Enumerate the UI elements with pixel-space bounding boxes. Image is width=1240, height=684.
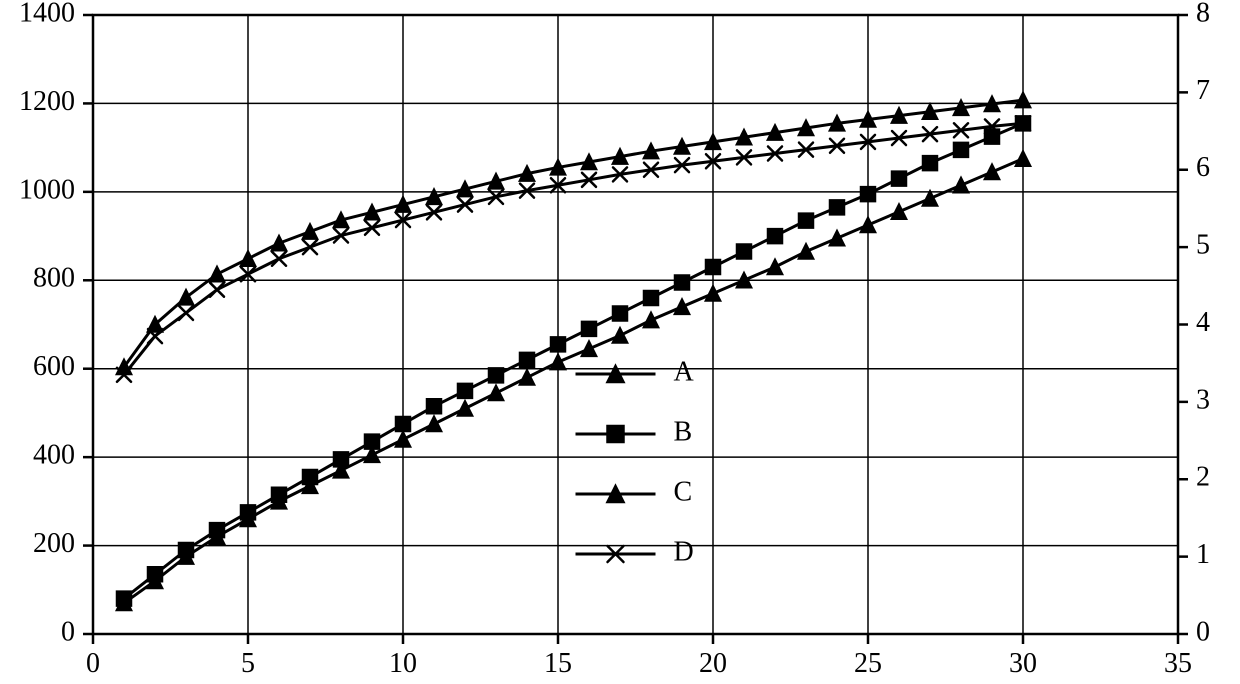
y-left-tick-label: 400 bbox=[33, 440, 75, 471]
x-tick-label: 0 bbox=[86, 648, 100, 679]
y-right-tick-label: 1 bbox=[1196, 539, 1210, 570]
line-chart: 0510152025303502004006008001000120014000… bbox=[0, 0, 1240, 684]
y-right-tick-label: 5 bbox=[1196, 230, 1210, 261]
y-right-tick-label: 8 bbox=[1196, 0, 1210, 28]
x-tick-label: 15 bbox=[544, 648, 572, 679]
y-left-tick-label: 1200 bbox=[19, 86, 75, 117]
legend-label-C: C bbox=[674, 476, 693, 507]
legend-label-D: D bbox=[674, 536, 694, 567]
y-right-tick-label: 3 bbox=[1196, 384, 1210, 415]
y-right-tick-label: 6 bbox=[1196, 152, 1210, 183]
y-left-tick-label: 1400 bbox=[19, 0, 75, 28]
legend-label-B: B bbox=[674, 416, 693, 447]
x-tick-label: 10 bbox=[389, 648, 417, 679]
legend-label-A: A bbox=[674, 356, 695, 387]
x-tick-label: 35 bbox=[1164, 648, 1192, 679]
x-tick-label: 5 bbox=[241, 648, 255, 679]
y-right-tick-label: 4 bbox=[1196, 307, 1210, 338]
y-right-tick-label: 2 bbox=[1196, 462, 1210, 493]
y-left-tick-label: 800 bbox=[33, 263, 75, 294]
y-left-tick-label: 0 bbox=[61, 616, 75, 647]
y-right-tick-label: 0 bbox=[1196, 616, 1210, 647]
y-left-tick-label: 200 bbox=[33, 528, 75, 559]
y-right-tick-label: 7 bbox=[1196, 75, 1210, 106]
x-tick-label: 25 bbox=[854, 648, 882, 679]
y-left-tick-label: 1000 bbox=[19, 174, 75, 205]
y-left-tick-label: 600 bbox=[33, 351, 75, 382]
x-tick-label: 20 bbox=[699, 648, 727, 679]
x-tick-label: 30 bbox=[1009, 648, 1037, 679]
